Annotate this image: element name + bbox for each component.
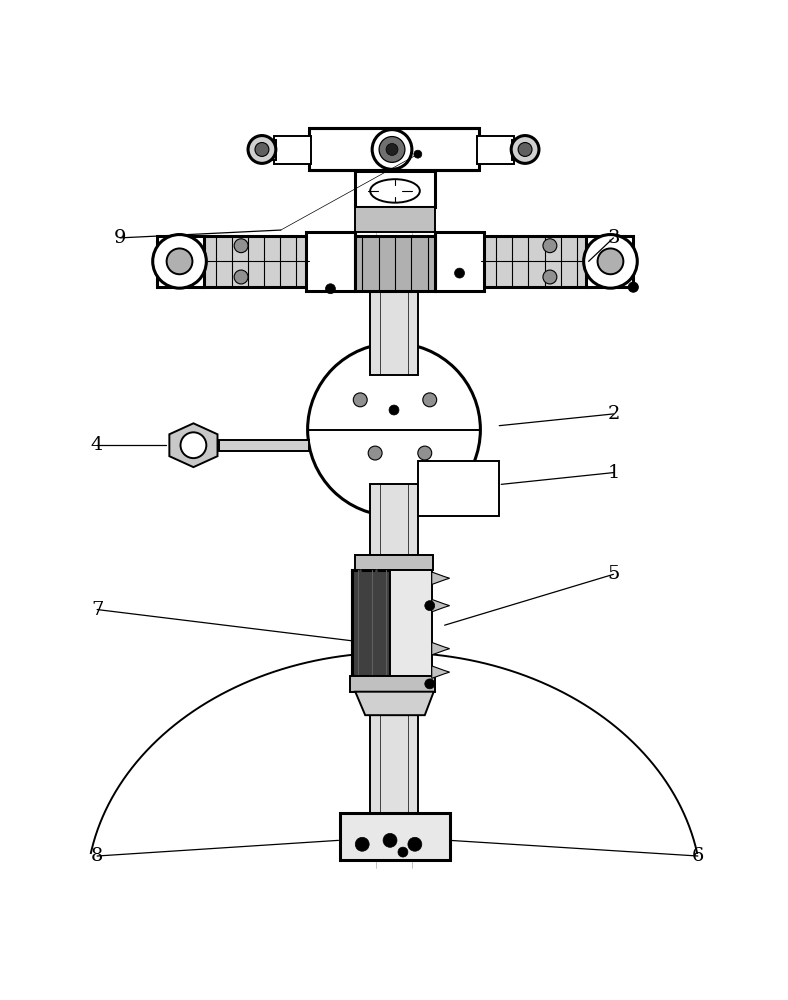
Circle shape xyxy=(386,144,398,155)
Bar xyxy=(355,207,435,232)
Circle shape xyxy=(519,143,532,156)
Circle shape xyxy=(398,847,408,857)
Bar xyxy=(370,715,418,813)
Bar xyxy=(157,236,204,287)
Circle shape xyxy=(511,136,539,163)
Circle shape xyxy=(307,343,481,516)
Bar xyxy=(478,136,514,164)
Circle shape xyxy=(255,143,269,156)
Bar xyxy=(309,128,479,170)
Circle shape xyxy=(353,393,367,407)
Bar xyxy=(351,676,435,692)
Bar xyxy=(202,236,309,287)
Text: 3: 3 xyxy=(608,229,619,247)
Bar xyxy=(418,461,500,516)
Polygon shape xyxy=(355,692,433,715)
Circle shape xyxy=(234,239,248,253)
Bar xyxy=(352,570,390,676)
Polygon shape xyxy=(432,599,450,612)
Text: 8: 8 xyxy=(91,847,103,865)
Bar xyxy=(370,292,418,375)
Circle shape xyxy=(425,601,435,611)
Text: 4: 4 xyxy=(91,436,103,454)
Polygon shape xyxy=(432,572,450,585)
Bar xyxy=(355,171,435,207)
Polygon shape xyxy=(432,642,450,655)
Text: 5: 5 xyxy=(608,565,619,583)
Circle shape xyxy=(325,284,336,294)
Bar xyxy=(352,570,429,676)
Bar xyxy=(274,136,310,164)
Polygon shape xyxy=(169,423,217,467)
Circle shape xyxy=(368,446,382,460)
Text: 1: 1 xyxy=(608,464,619,482)
Bar xyxy=(340,813,450,860)
Circle shape xyxy=(234,270,248,284)
Circle shape xyxy=(166,248,192,274)
Circle shape xyxy=(418,446,432,460)
Circle shape xyxy=(425,679,435,689)
Circle shape xyxy=(455,268,464,278)
Circle shape xyxy=(423,393,437,407)
Bar xyxy=(585,236,634,287)
Text: 9: 9 xyxy=(113,229,126,247)
Bar xyxy=(390,570,432,676)
Bar xyxy=(254,140,276,160)
Ellipse shape xyxy=(370,179,420,203)
Circle shape xyxy=(383,833,397,847)
Polygon shape xyxy=(432,666,450,678)
Circle shape xyxy=(414,150,422,158)
Circle shape xyxy=(584,235,637,288)
Circle shape xyxy=(379,137,405,162)
Bar xyxy=(370,484,418,555)
Circle shape xyxy=(597,248,623,274)
Bar xyxy=(512,140,534,160)
Text: 7: 7 xyxy=(91,601,103,619)
Bar xyxy=(306,232,355,291)
Circle shape xyxy=(372,130,412,169)
Circle shape xyxy=(543,239,557,253)
Circle shape xyxy=(355,837,369,851)
Bar xyxy=(355,236,435,291)
Bar xyxy=(355,555,433,570)
Circle shape xyxy=(248,136,276,163)
Circle shape xyxy=(180,432,206,458)
Circle shape xyxy=(543,270,557,284)
Circle shape xyxy=(408,837,422,851)
Bar xyxy=(435,232,485,291)
Text: 2: 2 xyxy=(608,405,619,423)
Bar xyxy=(219,440,309,451)
Circle shape xyxy=(628,282,638,292)
Circle shape xyxy=(389,405,399,415)
Bar xyxy=(481,236,589,287)
Circle shape xyxy=(153,235,206,288)
Text: 6: 6 xyxy=(692,847,704,865)
